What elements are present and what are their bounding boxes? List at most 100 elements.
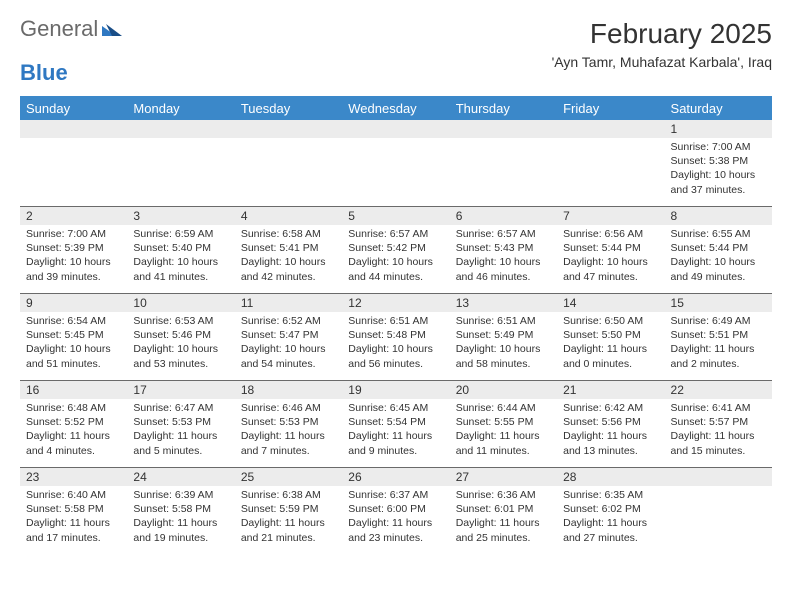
day-details	[127, 138, 234, 144]
day-details: Sunrise: 6:46 AMSunset: 5:53 PMDaylight:…	[235, 399, 342, 462]
day-number	[557, 120, 664, 138]
week-row: 16Sunrise: 6:48 AMSunset: 5:52 PMDayligh…	[20, 380, 772, 467]
day-cell: 15Sunrise: 6:49 AMSunset: 5:51 PMDayligh…	[665, 294, 772, 380]
day-cell: 1Sunrise: 7:00 AMSunset: 5:38 PMDaylight…	[665, 120, 772, 206]
day-cell: 9Sunrise: 6:54 AMSunset: 5:45 PMDaylight…	[20, 294, 127, 380]
day-details: Sunrise: 6:35 AMSunset: 6:02 PMDaylight:…	[557, 486, 664, 549]
day-cell: 20Sunrise: 6:44 AMSunset: 5:55 PMDayligh…	[450, 381, 557, 467]
day-details: Sunrise: 6:37 AMSunset: 6:00 PMDaylight:…	[342, 486, 449, 549]
day-details: Sunrise: 6:51 AMSunset: 5:48 PMDaylight:…	[342, 312, 449, 375]
weekday-header-row: Sunday Monday Tuesday Wednesday Thursday…	[20, 96, 772, 120]
day-number: 3	[127, 207, 234, 225]
brand-part2: Blue	[20, 60, 68, 85]
day-cell: 19Sunrise: 6:45 AMSunset: 5:54 PMDayligh…	[342, 381, 449, 467]
day-cell: 27Sunrise: 6:36 AMSunset: 6:01 PMDayligh…	[450, 468, 557, 554]
day-details: Sunrise: 7:00 AMSunset: 5:39 PMDaylight:…	[20, 225, 127, 288]
week-row: 1Sunrise: 7:00 AMSunset: 5:38 PMDaylight…	[20, 120, 772, 206]
day-number: 7	[557, 207, 664, 225]
day-cell: 23Sunrise: 6:40 AMSunset: 5:58 PMDayligh…	[20, 468, 127, 554]
day-number	[450, 120, 557, 138]
day-cell: 12Sunrise: 6:51 AMSunset: 5:48 PMDayligh…	[342, 294, 449, 380]
day-number: 23	[20, 468, 127, 486]
day-number: 16	[20, 381, 127, 399]
day-number: 1	[665, 120, 772, 138]
day-number: 12	[342, 294, 449, 312]
day-number: 28	[557, 468, 664, 486]
day-details: Sunrise: 6:39 AMSunset: 5:58 PMDaylight:…	[127, 486, 234, 549]
day-number: 19	[342, 381, 449, 399]
day-number	[665, 468, 772, 486]
day-details: Sunrise: 6:57 AMSunset: 5:42 PMDaylight:…	[342, 225, 449, 288]
day-number	[20, 120, 127, 138]
day-details	[20, 138, 127, 144]
day-number: 9	[20, 294, 127, 312]
week-row: 23Sunrise: 6:40 AMSunset: 5:58 PMDayligh…	[20, 467, 772, 554]
day-number: 22	[665, 381, 772, 399]
day-details	[342, 138, 449, 144]
day-number: 10	[127, 294, 234, 312]
day-details: Sunrise: 6:53 AMSunset: 5:46 PMDaylight:…	[127, 312, 234, 375]
calendar-grid: Sunday Monday Tuesday Wednesday Thursday…	[20, 96, 772, 554]
day-number: 6	[450, 207, 557, 225]
day-details: Sunrise: 6:40 AMSunset: 5:58 PMDaylight:…	[20, 486, 127, 549]
day-cell	[665, 468, 772, 554]
day-details: Sunrise: 6:51 AMSunset: 5:49 PMDaylight:…	[450, 312, 557, 375]
brand-logo: General	[20, 18, 124, 40]
day-number: 17	[127, 381, 234, 399]
day-cell: 13Sunrise: 6:51 AMSunset: 5:49 PMDayligh…	[450, 294, 557, 380]
day-number: 14	[557, 294, 664, 312]
brand-part1: General	[20, 18, 98, 40]
calendar-page: General February 2025 'Ayn Tamr, Muhafaz…	[0, 0, 792, 564]
day-cell: 22Sunrise: 6:41 AMSunset: 5:57 PMDayligh…	[665, 381, 772, 467]
day-details: Sunrise: 6:45 AMSunset: 5:54 PMDaylight:…	[342, 399, 449, 462]
week-row: 9Sunrise: 6:54 AMSunset: 5:45 PMDaylight…	[20, 293, 772, 380]
day-number: 11	[235, 294, 342, 312]
day-number: 13	[450, 294, 557, 312]
day-details: Sunrise: 6:50 AMSunset: 5:50 PMDaylight:…	[557, 312, 664, 375]
weekday-header: Tuesday	[235, 101, 342, 116]
day-details: Sunrise: 6:47 AMSunset: 5:53 PMDaylight:…	[127, 399, 234, 462]
day-details: Sunrise: 6:36 AMSunset: 6:01 PMDaylight:…	[450, 486, 557, 549]
day-details: Sunrise: 6:38 AMSunset: 5:59 PMDaylight:…	[235, 486, 342, 549]
day-cell: 28Sunrise: 6:35 AMSunset: 6:02 PMDayligh…	[557, 468, 664, 554]
day-cell: 14Sunrise: 6:50 AMSunset: 5:50 PMDayligh…	[557, 294, 664, 380]
day-cell	[557, 120, 664, 206]
day-details	[450, 138, 557, 144]
day-number: 2	[20, 207, 127, 225]
day-cell: 25Sunrise: 6:38 AMSunset: 5:59 PMDayligh…	[235, 468, 342, 554]
day-cell	[342, 120, 449, 206]
day-details	[557, 138, 664, 144]
day-details: Sunrise: 6:44 AMSunset: 5:55 PMDaylight:…	[450, 399, 557, 462]
day-cell: 4Sunrise: 6:58 AMSunset: 5:41 PMDaylight…	[235, 207, 342, 293]
day-cell: 8Sunrise: 6:55 AMSunset: 5:44 PMDaylight…	[665, 207, 772, 293]
day-cell	[127, 120, 234, 206]
day-cell: 21Sunrise: 6:42 AMSunset: 5:56 PMDayligh…	[557, 381, 664, 467]
day-details: Sunrise: 6:42 AMSunset: 5:56 PMDaylight:…	[557, 399, 664, 462]
day-number: 27	[450, 468, 557, 486]
day-number: 25	[235, 468, 342, 486]
day-details: Sunrise: 6:41 AMSunset: 5:57 PMDaylight:…	[665, 399, 772, 462]
day-cell: 17Sunrise: 6:47 AMSunset: 5:53 PMDayligh…	[127, 381, 234, 467]
day-number: 4	[235, 207, 342, 225]
day-cell	[450, 120, 557, 206]
day-details: Sunrise: 6:57 AMSunset: 5:43 PMDaylight:…	[450, 225, 557, 288]
day-cell: 26Sunrise: 6:37 AMSunset: 6:00 PMDayligh…	[342, 468, 449, 554]
day-details	[235, 138, 342, 144]
day-cell: 16Sunrise: 6:48 AMSunset: 5:52 PMDayligh…	[20, 381, 127, 467]
day-details: Sunrise: 6:49 AMSunset: 5:51 PMDaylight:…	[665, 312, 772, 375]
day-details	[665, 486, 772, 492]
brand-mark-icon	[102, 18, 124, 40]
day-number: 21	[557, 381, 664, 399]
day-cell: 7Sunrise: 6:56 AMSunset: 5:44 PMDaylight…	[557, 207, 664, 293]
day-cell: 6Sunrise: 6:57 AMSunset: 5:43 PMDaylight…	[450, 207, 557, 293]
weekday-header: Thursday	[450, 101, 557, 116]
weekday-header: Wednesday	[342, 101, 449, 116]
day-details: Sunrise: 6:55 AMSunset: 5:44 PMDaylight:…	[665, 225, 772, 288]
day-number: 15	[665, 294, 772, 312]
day-number: 26	[342, 468, 449, 486]
weekday-header: Saturday	[665, 101, 772, 116]
week-row: 2Sunrise: 7:00 AMSunset: 5:39 PMDaylight…	[20, 206, 772, 293]
day-cell: 24Sunrise: 6:39 AMSunset: 5:58 PMDayligh…	[127, 468, 234, 554]
weekday-header: Sunday	[20, 101, 127, 116]
day-cell: 10Sunrise: 6:53 AMSunset: 5:46 PMDayligh…	[127, 294, 234, 380]
